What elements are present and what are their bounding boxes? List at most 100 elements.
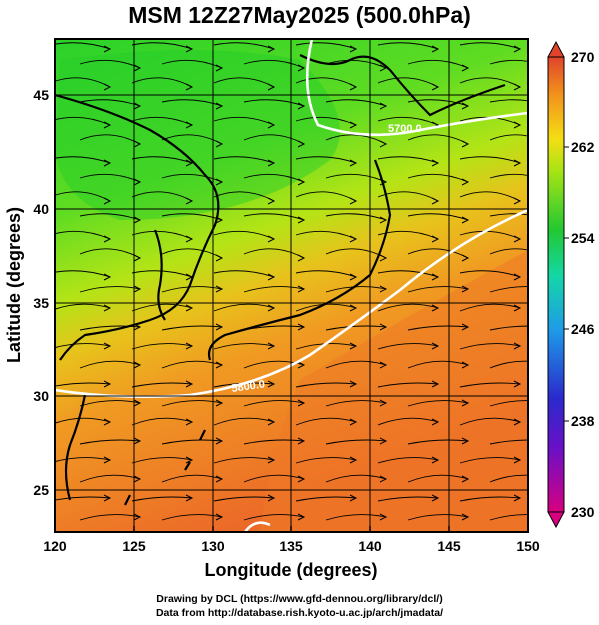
- streamline: [131, 230, 193, 240]
- streamline-arrow: [297, 178, 306, 186]
- streamline-arrow: [379, 64, 388, 72]
- streamline-arrow: [431, 380, 440, 388]
- streamline-arrow: [379, 361, 388, 369]
- streamline-arrow: [267, 159, 276, 167]
- x-tick-label: 120: [43, 538, 67, 554]
- streamline-arrow: [461, 475, 470, 483]
- streamline: [295, 496, 357, 502]
- streamline-arrow: [461, 513, 470, 521]
- colorbar-label: 246: [571, 321, 595, 337]
- streamline-arrow: [461, 102, 470, 110]
- streamline-arrow: [133, 102, 142, 110]
- streamline-arrow: [215, 140, 224, 148]
- streamline-arrow: [215, 475, 224, 483]
- streamline: [325, 59, 387, 69]
- streamline-arrow: [297, 64, 306, 72]
- streamline-arrow: [349, 342, 358, 350]
- streamline: [377, 42, 439, 50]
- streamline-arrow: [103, 235, 112, 243]
- streamline-arrow: [349, 494, 358, 502]
- colorbar-max-arrow: [547, 40, 565, 58]
- streamline: [325, 400, 387, 407]
- streamline: [459, 156, 521, 164]
- streamline-arrow: [461, 285, 470, 293]
- streamline: [377, 303, 439, 312]
- streamline: [325, 474, 387, 483]
- streamline-arrow: [103, 273, 112, 281]
- streamline: [325, 514, 387, 521]
- streamline-arrow: [461, 437, 470, 445]
- streamline: [213, 116, 275, 126]
- streamline: [407, 213, 469, 221]
- streamline-arrow: [215, 513, 224, 521]
- streamline-arrow: [513, 83, 522, 91]
- streamline: [407, 514, 469, 521]
- streamline: [295, 270, 357, 278]
- streamline: [161, 325, 223, 331]
- streamline-arrow: [349, 197, 358, 205]
- streamline: [131, 42, 193, 50]
- streamline: [407, 474, 469, 483]
- streamline-arrow: [267, 121, 276, 129]
- colorbar-min-arrow: [547, 511, 565, 529]
- streamline: [213, 496, 275, 502]
- streamline-arrow: [103, 380, 112, 388]
- contour-label-5800: 5800.0: [231, 378, 266, 395]
- streamline: [213, 270, 275, 278]
- streamline: [243, 514, 305, 521]
- streamline-arrow: [103, 456, 112, 464]
- streamline-arrow: [349, 159, 358, 167]
- streamline-arrow: [513, 304, 522, 312]
- streamline-arrow: [461, 140, 470, 148]
- streamline: [79, 439, 141, 445]
- footer-credit-data: Data from http://database.rish.kyoto-u.a…: [155, 607, 444, 619]
- streamline-arrow: [431, 494, 440, 502]
- streamline-arrow: [185, 304, 194, 312]
- streamline: [459, 303, 521, 312]
- streamline: [295, 230, 357, 240]
- streamline-arrow: [349, 235, 358, 243]
- streamline: [243, 286, 305, 293]
- streamline-arrow: [215, 102, 224, 110]
- streamline-arrow: [133, 216, 142, 224]
- streamline: [407, 439, 469, 445]
- streamline-arrow: [185, 494, 194, 502]
- streamline-arrow: [349, 45, 358, 53]
- streamline: [377, 230, 439, 240]
- streamline-arrow: [349, 121, 358, 129]
- streamline-arrow: [379, 513, 388, 521]
- streamline-arrow: [297, 285, 306, 293]
- streamline: [131, 417, 193, 426]
- coastlines: [55, 54, 506, 506]
- streamline-arrow: [185, 456, 194, 464]
- streamline-arrow: [431, 197, 440, 205]
- contour-label-5700: 5700.0: [388, 123, 422, 135]
- streamline-arrow: [185, 235, 194, 243]
- streamline: [161, 439, 223, 445]
- streamline-arrow: [103, 304, 112, 312]
- streamline-arrow: [103, 494, 112, 502]
- streamline-arrow: [185, 159, 194, 167]
- streamline-arrow: [297, 323, 306, 331]
- streamline-arrow: [461, 254, 470, 262]
- streamline-arrow: [215, 399, 224, 407]
- streamline-arrow: [215, 323, 224, 331]
- streamline-arrow: [185, 418, 194, 426]
- streamline-arrow: [297, 361, 306, 369]
- streamline-arrow: [379, 254, 388, 262]
- streamline-arrow: [431, 342, 440, 350]
- streamline-arrow: [297, 216, 306, 224]
- contour-5800-south: [243, 521, 271, 532]
- streamline: [377, 457, 439, 464]
- streamline-arrow: [215, 437, 224, 445]
- streamline-arrow: [379, 437, 388, 445]
- streamline-arrow: [513, 494, 522, 502]
- streamline: [243, 59, 305, 69]
- streamline: [295, 42, 357, 50]
- streamline: [161, 173, 223, 183]
- streamline: [489, 59, 528, 65]
- streamline-arrow: [297, 140, 306, 148]
- streamline: [213, 303, 275, 312]
- streamline-arrow: [349, 380, 358, 388]
